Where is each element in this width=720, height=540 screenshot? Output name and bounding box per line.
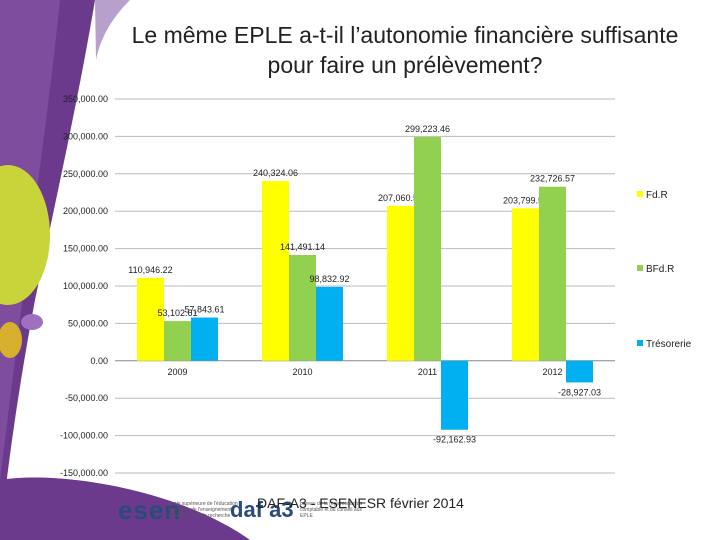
data-label: 98,832.92 [309,274,349,284]
x-tick-label: 2010 [292,367,312,377]
data-label: 141,491.14 [280,242,325,252]
data-label: -28,927.03 [558,387,601,397]
y-tick-label: 100,000.00 [63,281,108,291]
legend-swatch-2 [637,340,643,346]
bar-bfdr-2011 [414,136,441,361]
y-tick-label: 50,000.00 [68,318,108,328]
esen-logo: esen [118,495,182,525]
x-tick-label: 2009 [167,367,187,377]
data-label: 203,799.54 [503,195,548,205]
daf-logo-caption: bureau de la réglementation comptable et… [300,501,363,519]
esen-logo-caption: École supérieure de l'éducation national… [168,501,238,519]
title-line-1: Le même EPLE a-t-il l’autonomie financiè… [131,22,679,48]
legend-entry: Trésorerie [646,339,692,350]
bar-trsorerie-2010 [316,286,343,361]
legend-swatch-0 [637,191,643,197]
bar-trsorerie-2012 [566,360,593,383]
y-tick-label: 250,000.00 [63,169,108,179]
y-tick-label: 150,000.00 [63,244,108,254]
purple-dot [21,314,43,330]
y-tick-label: -150,000.00 [60,468,108,478]
data-label: 57,843.61 [184,305,224,315]
bar-trsorerie-2011 [441,360,468,430]
purple-top-wisp [95,0,130,60]
lime-circle-small [0,322,22,358]
data-label: 240,324.06 [253,168,298,178]
bar-bfdr-2012 [539,186,566,361]
data-label: 110,946.22 [128,265,172,275]
y-tick-label: 0.00 [90,356,108,366]
y-tick-label: 200,000.00 [63,206,108,216]
bar-fdr-2009 [137,277,164,361]
bar-bfdr-2010 [289,254,316,361]
daf-a3-logo: daf a3 [230,497,294,522]
bar-trsorerie-2009 [191,317,218,361]
legend-entry: BFd.R [646,264,674,275]
footer-text: DAF-A3 - ESENESR février 2014 [257,495,464,511]
bar-fdr-2011 [387,205,414,361]
data-label: 53,102.61 [157,308,197,318]
data-label: 232,726.57 [530,174,575,184]
footer: esen École supérieure de l'éducation nat… [0,495,720,540]
y-tick-label: 350,000.00 [63,94,108,104]
bar-fdr-2012 [512,208,539,361]
data-label: 299,223.46 [405,124,450,134]
title-line-2: pour faire un prélèvement? [267,52,543,78]
bar-bfdr-2009 [164,321,191,361]
purple-corner-band [0,477,250,540]
slide-title: Le même EPLE a-t-il l’autonomie financiè… [100,20,710,80]
y-tick-label: -100,000.00 [60,431,108,441]
data-label: 207,060.53 [378,193,423,203]
x-tick-label: 2012 [542,367,562,377]
y-tick-label: 300,000.00 [63,131,108,141]
legend-entry: Fd.R [646,190,668,201]
y-tick-label: -50,000.00 [65,393,108,403]
data-label: -92,162.93 [433,435,476,445]
x-tick-label: 2011 [418,367,437,377]
bar-fdr-2010 [262,181,289,361]
lime-circle-large [0,165,50,305]
legend-swatch-1 [637,265,643,271]
